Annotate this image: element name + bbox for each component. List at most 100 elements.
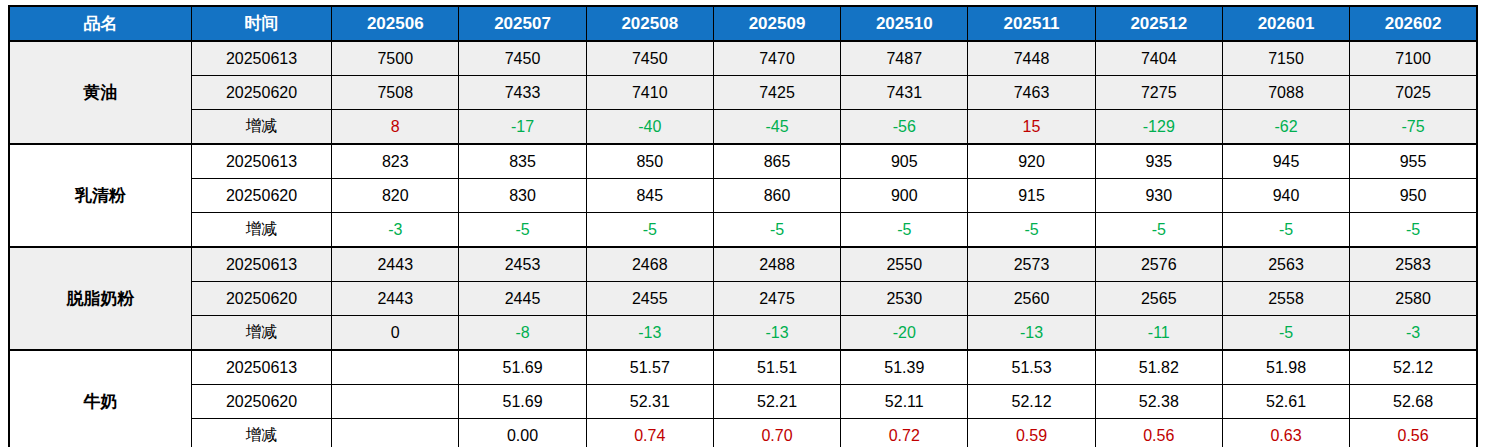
table-row: 增减8-17-40-45-5615-129-62-75 xyxy=(9,110,1477,145)
change-value-cell: 0.00 xyxy=(459,419,586,447)
price-value-cell: 860 xyxy=(713,179,840,213)
table-row: 脱脂奶粉202506132443245324682488255025732576… xyxy=(9,247,1477,282)
price-value-cell: 52.12 xyxy=(1350,350,1477,385)
month-header-202602: 202602 xyxy=(1350,6,1477,41)
price-value-cell: 7433 xyxy=(459,76,586,110)
price-value-cell: 7470 xyxy=(713,41,840,76)
change-value-cell: -5 xyxy=(713,213,840,248)
price-value-cell: 900 xyxy=(841,179,968,213)
month-header-202510: 202510 xyxy=(841,6,968,41)
price-value-cell: 7404 xyxy=(1095,41,1222,76)
price-value-cell: 845 xyxy=(586,179,713,213)
price-value-cell: 52.21 xyxy=(713,385,840,419)
price-value-cell: 930 xyxy=(1095,179,1222,213)
date-row-label: 20250613 xyxy=(191,247,331,282)
table-row: 牛奶2025061351.6951.5751.5151.3951.5351.82… xyxy=(9,350,1477,385)
price-value-cell: 2580 xyxy=(1350,282,1477,316)
price-value-cell: 7431 xyxy=(841,76,968,110)
change-value-cell: -62 xyxy=(1222,110,1349,145)
price-value-cell: 950 xyxy=(1350,179,1477,213)
price-value-cell: 52.11 xyxy=(841,385,968,419)
table-row: 增减0-8-13-13-20-13-11-5-3 xyxy=(9,316,1477,351)
month-header-202507: 202507 xyxy=(459,6,586,41)
product-name-cell: 脱脂奶粉 xyxy=(9,247,191,350)
price-value-cell: 2455 xyxy=(586,282,713,316)
change-value-cell: 0.63 xyxy=(1222,419,1349,447)
change-value-cell: -13 xyxy=(586,316,713,351)
price-value-cell: 7425 xyxy=(713,76,840,110)
price-value-cell: 2563 xyxy=(1222,247,1349,282)
price-value-cell: 2550 xyxy=(841,247,968,282)
change-value-cell: 0.59 xyxy=(968,419,1095,447)
product-name-cell: 乳清粉 xyxy=(9,144,191,247)
change-row-label: 增减 xyxy=(191,419,331,447)
change-value-cell xyxy=(332,419,459,447)
change-value-cell: 0.56 xyxy=(1350,419,1477,447)
price-value-cell: 51.69 xyxy=(459,350,586,385)
price-value-cell: 7100 xyxy=(1350,41,1477,76)
time-column-header: 时间 xyxy=(191,6,331,41)
date-row-label: 20250620 xyxy=(191,179,331,213)
table-row: 2025062051.6952.3152.2152.1152.1252.3852… xyxy=(9,385,1477,419)
month-header-202509: 202509 xyxy=(713,6,840,41)
price-value-cell: 2573 xyxy=(968,247,1095,282)
price-value-cell: 915 xyxy=(968,179,1095,213)
change-value-cell: -11 xyxy=(1095,316,1222,351)
price-value-cell: 935 xyxy=(1095,144,1222,179)
price-value-cell: 7448 xyxy=(968,41,1095,76)
month-header-202512: 202512 xyxy=(1095,6,1222,41)
price-value-cell: 52.38 xyxy=(1095,385,1222,419)
change-row-label: 增减 xyxy=(191,316,331,351)
change-value-cell: -5 xyxy=(841,213,968,248)
header-row: 品名 时间 2025062025072025082025092025102025… xyxy=(9,6,1477,41)
price-value-cell: 940 xyxy=(1222,179,1349,213)
change-value-cell: -129 xyxy=(1095,110,1222,145)
change-value-cell: -5 xyxy=(1095,213,1222,248)
price-value-cell: 7500 xyxy=(332,41,459,76)
spreadsheet-area: 品名 时间 2025062025072025082025092025102025… xyxy=(0,0,1486,447)
price-value-cell: 823 xyxy=(332,144,459,179)
month-header-202511: 202511 xyxy=(968,6,1095,41)
price-value-cell: 2560 xyxy=(968,282,1095,316)
price-value-cell: 51.69 xyxy=(459,385,586,419)
price-value-cell: 51.39 xyxy=(841,350,968,385)
price-value-cell: 2558 xyxy=(1222,282,1349,316)
price-value-cell: 955 xyxy=(1350,144,1477,179)
change-value-cell: 0.56 xyxy=(1095,419,1222,447)
table-row: 增减0.000.740.700.720.590.560.630.56 xyxy=(9,419,1477,447)
change-value-cell: 15 xyxy=(968,110,1095,145)
price-value-cell: 920 xyxy=(968,144,1095,179)
change-row-label: 增减 xyxy=(191,213,331,248)
price-value-cell: 865 xyxy=(713,144,840,179)
date-row-label: 20250613 xyxy=(191,41,331,76)
price-value-cell: 52.31 xyxy=(586,385,713,419)
price-value-cell: 7463 xyxy=(968,76,1095,110)
price-value-cell: 7150 xyxy=(1222,41,1349,76)
table-row: 2025062075087433741074257431746372757088… xyxy=(9,76,1477,110)
change-row-label: 增减 xyxy=(191,110,331,145)
price-value-cell: 51.53 xyxy=(968,350,1095,385)
change-value-cell: -3 xyxy=(1350,316,1477,351)
table-body: 黄油20250613750074507450747074877448740471… xyxy=(9,41,1477,447)
price-value-cell: 835 xyxy=(459,144,586,179)
price-value-cell: 850 xyxy=(586,144,713,179)
price-value-cell: 7450 xyxy=(586,41,713,76)
price-value-cell: 820 xyxy=(332,179,459,213)
change-value-cell: -45 xyxy=(713,110,840,145)
price-value-cell: 7450 xyxy=(459,41,586,76)
change-value-cell: 8 xyxy=(332,110,459,145)
price-value-cell: 2445 xyxy=(459,282,586,316)
price-value-cell: 2530 xyxy=(841,282,968,316)
change-value-cell: 0.70 xyxy=(713,419,840,447)
price-value-cell: 945 xyxy=(1222,144,1349,179)
product-name-cell: 黄油 xyxy=(9,41,191,144)
table-row: 2025062024432445245524752530256025652558… xyxy=(9,282,1477,316)
month-header-202601: 202601 xyxy=(1222,6,1349,41)
date-row-label: 20250620 xyxy=(191,76,331,110)
price-value-cell: 51.57 xyxy=(586,350,713,385)
date-row-label: 20250620 xyxy=(191,385,331,419)
price-value-cell: 7508 xyxy=(332,76,459,110)
price-value-cell: 2475 xyxy=(713,282,840,316)
month-header-202508: 202508 xyxy=(586,6,713,41)
change-value-cell: -5 xyxy=(586,213,713,248)
